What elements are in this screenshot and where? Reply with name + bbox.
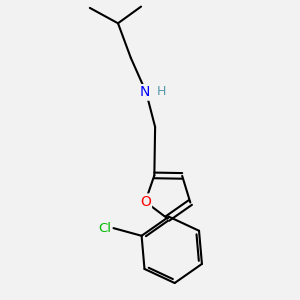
Text: H: H [157,85,166,98]
Text: N: N [140,85,150,99]
Text: O: O [140,195,151,209]
Text: Cl: Cl [98,222,111,235]
